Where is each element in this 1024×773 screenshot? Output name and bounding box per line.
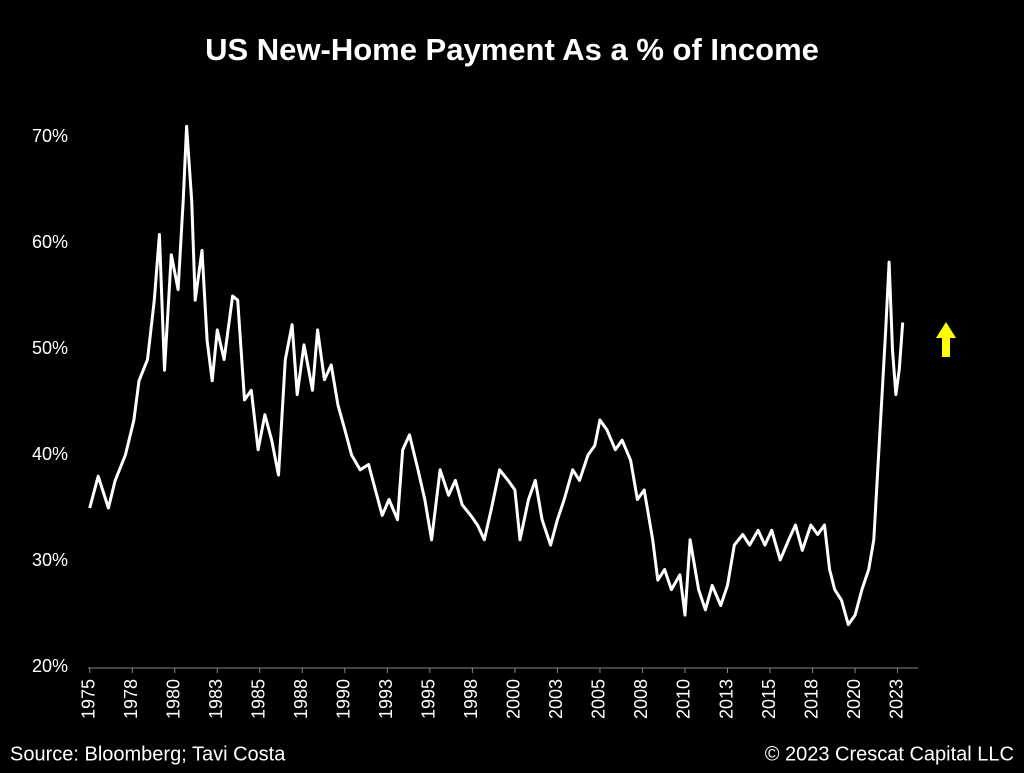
x-tick-label: 1990 xyxy=(334,679,354,719)
copyright-note: © 2023 Crescat Capital LLC xyxy=(765,743,1014,765)
x-tick-label: 2003 xyxy=(546,679,566,719)
x-tick-label: 1985 xyxy=(249,679,269,719)
up-arrow xyxy=(936,322,956,357)
data-line xyxy=(88,124,905,627)
x-tick-label: 1998 xyxy=(461,679,481,719)
y-tick-label: 40% xyxy=(32,444,68,464)
y-tick-label: 60% xyxy=(32,232,68,252)
x-tick-label: 2013 xyxy=(716,679,736,719)
y-tick-label: 30% xyxy=(32,550,68,570)
x-tick-label: 1975 xyxy=(78,679,98,719)
x-tick-label: 1980 xyxy=(163,679,183,719)
x-tick-label: 1993 xyxy=(376,679,396,719)
x-tick-label: 2000 xyxy=(504,679,524,719)
x-tick-label: 2018 xyxy=(801,679,821,719)
x-tick-label: 2023 xyxy=(886,679,906,719)
chart-title: US New-Home Payment As a % of Income xyxy=(205,32,819,67)
x-tick-label: 2015 xyxy=(759,679,779,719)
x-tick-label: 2008 xyxy=(631,679,651,719)
x-tick-label: 1988 xyxy=(291,679,311,719)
y-tick-label: 20% xyxy=(32,656,68,676)
x-tick-label: 1995 xyxy=(419,679,439,719)
y-tick-label: 70% xyxy=(32,126,68,146)
x-tick-label: 1978 xyxy=(121,679,141,719)
x-tick-label: 1983 xyxy=(206,679,226,719)
source-note: Source: Bloomberg; Tavi Costa xyxy=(10,743,286,765)
x-tick-label: 2010 xyxy=(674,679,694,719)
y-tick-label: 50% xyxy=(32,338,68,358)
x-tick-label: 2005 xyxy=(589,679,609,719)
x-tick-label: 2020 xyxy=(844,679,864,719)
